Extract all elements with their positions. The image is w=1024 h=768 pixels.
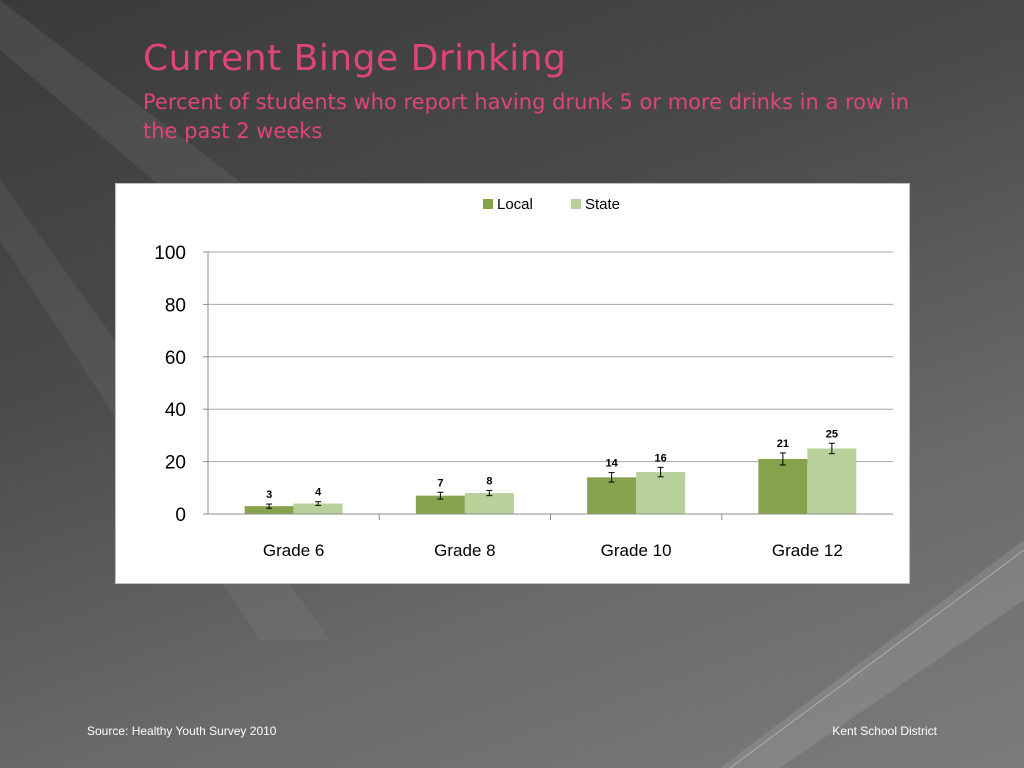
bar-local [587, 477, 637, 514]
bar-local [415, 495, 465, 514]
source-note: Source: Healthy Youth Survey 2010 [87, 724, 277, 738]
x-tick-label: Grade 12 [772, 541, 843, 560]
legend-swatch-state [571, 199, 581, 209]
data-label: 21 [777, 438, 789, 450]
y-tick-label: 20 [165, 453, 186, 474]
chart-container: 0 20 40 60 80 100 Grade 6 3 4 Grade 8 7 8 Grade 10 14… [115, 183, 910, 584]
data-label: 4 [315, 487, 322, 499]
x-tick-label: Grade 10 [601, 541, 672, 560]
bar-local [758, 458, 808, 514]
data-label: 3 [266, 489, 272, 501]
y-tick-label: 0 [175, 505, 186, 526]
bar-state [807, 448, 857, 514]
y-tick-label: 60 [165, 348, 186, 369]
organization-name: Kent School District [832, 724, 937, 738]
data-label: 25 [826, 428, 838, 440]
slide-subtitle: Percent of students who report having dr… [143, 90, 910, 143]
data-label: 7 [437, 477, 443, 489]
bar-state [464, 493, 514, 514]
legend-label: State [585, 196, 620, 213]
bar-local [244, 506, 294, 514]
y-tick-label: 80 [165, 295, 186, 316]
x-tick-label: Grade 8 [434, 541, 495, 560]
data-label: 16 [655, 452, 667, 464]
y-tick-label: 40 [165, 400, 186, 421]
legend-label: Local [497, 196, 533, 213]
y-tick-label: 100 [154, 243, 186, 264]
bar-state [636, 472, 686, 514]
slide-title: Current Binge Drinking [143, 38, 567, 79]
bar-chart: 0 20 40 60 80 100 Grade 6 3 4 Grade 8 7 8 Grade 10 14… [154, 196, 893, 560]
data-label: 14 [606, 458, 619, 470]
bar-state [293, 503, 343, 514]
legend-swatch-local [483, 199, 493, 209]
data-label: 8 [486, 475, 492, 487]
x-tick-label: Grade 6 [263, 541, 324, 560]
